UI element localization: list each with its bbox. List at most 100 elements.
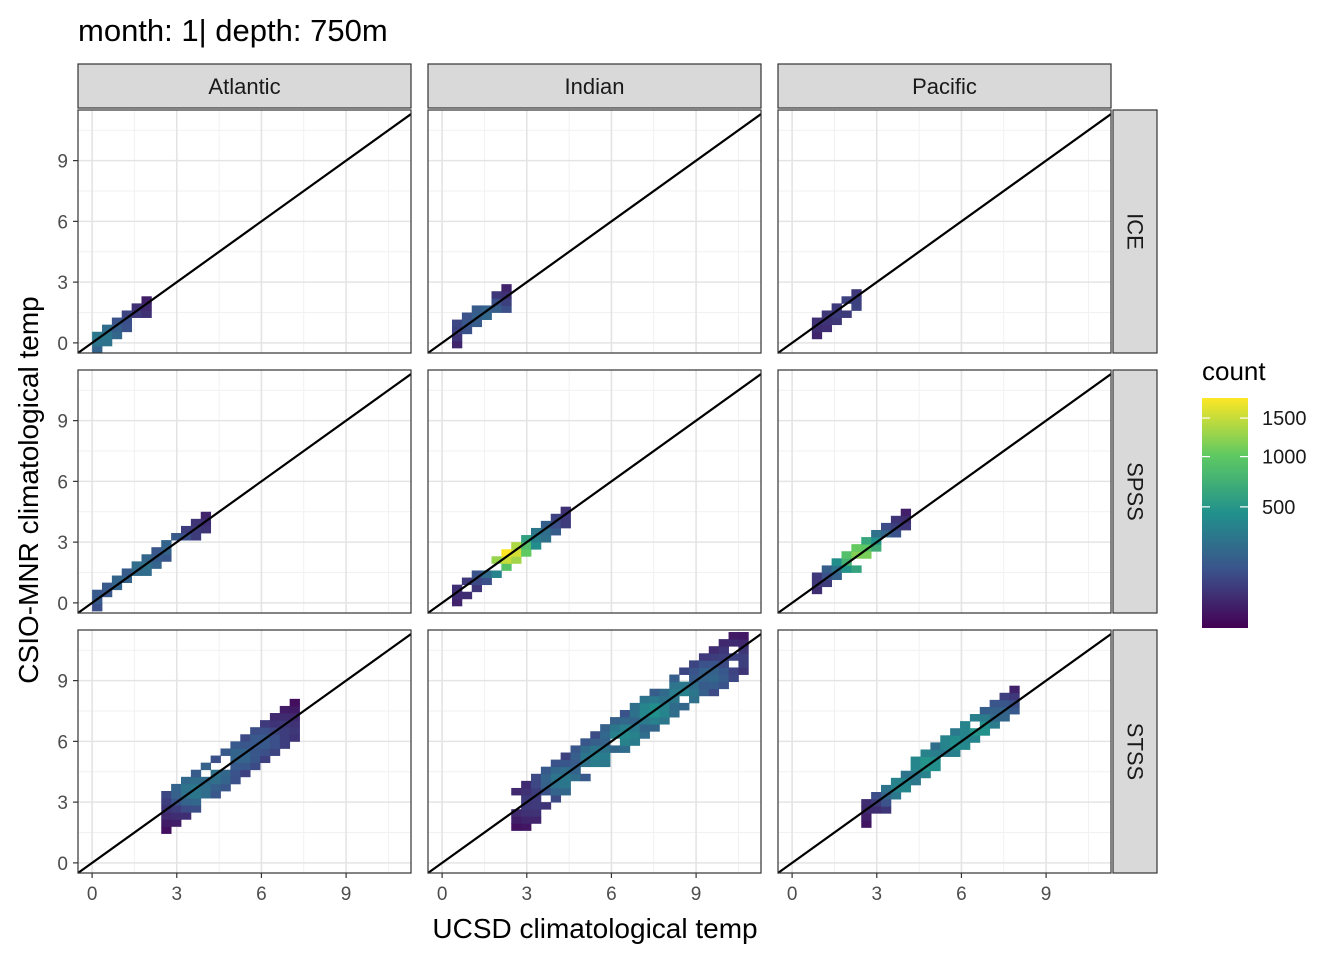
heatmap-bin: [851, 544, 862, 552]
heatmap-bin: [531, 773, 542, 782]
heatmap-bin: [600, 752, 611, 760]
heatmap-bin: [698, 688, 710, 697]
heatmap-bin: [269, 713, 281, 721]
heatmap-bin: [689, 667, 700, 675]
heatmap-bin: [871, 537, 882, 545]
heatmap-bin: [930, 749, 941, 757]
heatmap-bin: [619, 745, 631, 753]
heatmap-bin: [92, 603, 103, 612]
heatmap-bin: [600, 759, 611, 768]
heatmap-bin: [121, 324, 133, 333]
heatmap-bin: [111, 317, 123, 326]
heatmap-bin: [531, 802, 542, 810]
heatmap-bin: [560, 752, 571, 760]
heatmap-bin: [600, 731, 611, 739]
heatmap-bin: [190, 776, 202, 785]
heatmap-bin: [590, 752, 601, 760]
heatmap-bin: [531, 795, 542, 803]
heatmap-bin: [181, 776, 192, 785]
heatmap-bin: [92, 596, 103, 605]
heatmap-bin: [718, 639, 729, 647]
heatmap-bin: [580, 773, 591, 782]
heatmap-bin: [181, 525, 192, 534]
heatmap-bin: [240, 741, 251, 749]
heatmap-bin: [610, 745, 621, 753]
heatmap-bin: [210, 783, 221, 792]
heatmap-bin: [131, 310, 142, 318]
heatmap-bin: [659, 717, 670, 725]
heatmap-bin: [260, 748, 271, 756]
heatmap-bin: [708, 674, 720, 683]
heatmap-bin: [570, 759, 581, 768]
heatmap-bin: [230, 776, 241, 785]
heatmap-bin: [141, 561, 152, 569]
x-tick-label: 9: [1041, 884, 1052, 905]
x-tick-label: 9: [691, 884, 702, 905]
heatmap-bin: [900, 770, 912, 779]
heatmap-bin: [679, 681, 690, 690]
heatmap-bin: [861, 820, 872, 828]
heatmap-bin: [171, 533, 182, 541]
heatmap-bin: [540, 766, 552, 775]
heatmap-bin: [639, 717, 650, 725]
heatmap-bin: [101, 324, 113, 333]
heatmap-bin: [960, 728, 971, 736]
y-tick-label: 0: [57, 594, 68, 615]
heatmap-bin: [531, 809, 542, 817]
heatmap-bin: [289, 705, 300, 714]
heatmap-bin: [161, 554, 172, 562]
heatmap-bin: [910, 756, 921, 765]
panel-border: [777, 109, 1112, 354]
heatmap-bin: [851, 296, 862, 304]
heatmap-bin: [890, 777, 902, 786]
heatmap-bin: [171, 812, 182, 820]
heatmap-bin: [679, 702, 690, 711]
heatmap-bin: [639, 702, 650, 711]
heatmap-bin: [969, 735, 981, 743]
heatmap-bin: [689, 688, 700, 697]
heatmap-bin: [511, 816, 522, 824]
heatmap-bin: [560, 520, 571, 529]
heatmap-bin: [841, 558, 852, 566]
strip-ice: [1112, 109, 1158, 354]
heatmap-bin: [550, 766, 562, 775]
heatmap-bin: [101, 331, 113, 340]
heatmap-bin: [540, 535, 552, 543]
heatmap-bin: [649, 717, 660, 725]
heatmap-bin: [811, 324, 823, 333]
heatmap-bin: [659, 695, 670, 704]
heatmap-bin: [481, 577, 492, 586]
heatmap-bin: [821, 324, 833, 333]
heatmap-bin: [521, 816, 532, 824]
heatmap-bin: [979, 728, 991, 736]
heatmap-bin: [521, 780, 532, 789]
heatmap-bin: [821, 579, 833, 588]
heatmap-bin: [989, 699, 1000, 708]
heatmap-bin: [151, 547, 162, 555]
heatmap-bin: [960, 742, 971, 750]
heatmap-bin: [590, 731, 601, 739]
heatmap-bin: [260, 720, 271, 728]
heatmap-bin: [121, 317, 133, 326]
heatmap-bin: [181, 812, 192, 820]
heatmap-bin: [451, 333, 463, 342]
heatmap-bin: [161, 812, 172, 820]
heatmap-bin: [220, 769, 231, 778]
heatmap-bin: [279, 741, 291, 749]
x-tick-label: 6: [606, 884, 617, 905]
identity-line: [427, 633, 762, 874]
y-axis-label: CSIO-MNR climatological temp: [13, 296, 44, 683]
heatmap-bin: [260, 727, 271, 735]
heatmap-bin: [871, 792, 882, 800]
heatmap-bin: [629, 724, 641, 732]
heatmap-bin: [570, 773, 581, 782]
heatmap-bin: [718, 674, 729, 683]
heatmap-bin: [841, 565, 852, 573]
heatmap-bin: [841, 296, 852, 304]
heatmap-bin: [890, 522, 902, 531]
heatmap-bin: [649, 709, 660, 718]
heatmap-bin: [540, 787, 552, 796]
heatmap-bin: [718, 660, 729, 668]
heatmap-bin: [279, 713, 291, 721]
